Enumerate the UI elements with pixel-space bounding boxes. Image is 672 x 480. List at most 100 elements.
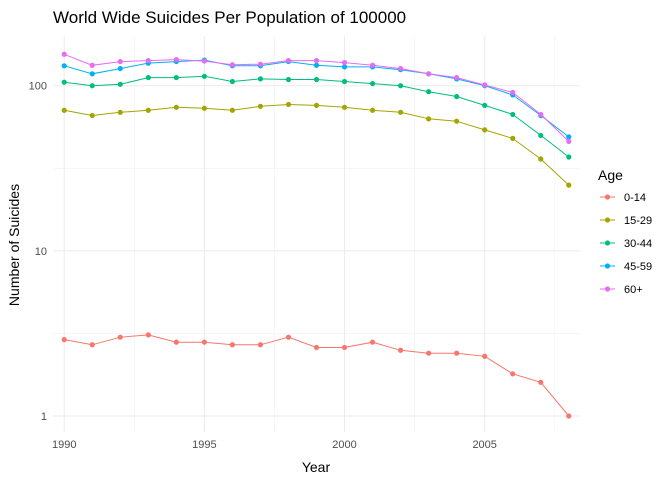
legend-label: 30-44 bbox=[624, 238, 652, 250]
legend-key-point bbox=[604, 263, 611, 269]
data-point bbox=[89, 83, 95, 89]
data-point bbox=[510, 89, 516, 96]
data-point bbox=[566, 413, 572, 419]
legend: Age 0-14 15-29 30-44 45-59 60+ bbox=[598, 167, 652, 296]
x-tick-label: 1990 bbox=[52, 439, 76, 451]
major-gridlines bbox=[53, 36, 580, 432]
legend-item-0-14: 0-14 bbox=[600, 192, 646, 204]
data-point bbox=[397, 65, 404, 72]
data-point bbox=[566, 138, 572, 145]
data-point bbox=[61, 51, 67, 57]
y-tick-label: 10 bbox=[35, 246, 47, 258]
legend-label: 60+ bbox=[624, 284, 643, 296]
data-point bbox=[201, 105, 207, 111]
data-point bbox=[257, 76, 264, 82]
legend-title: Age bbox=[598, 167, 623, 183]
data-point bbox=[454, 118, 460, 124]
legend-item-60+: 60+ bbox=[600, 284, 643, 296]
y-tick-label: 1 bbox=[41, 411, 47, 423]
data-point bbox=[285, 57, 292, 64]
legend-item-30-44: 30-44 bbox=[600, 238, 652, 250]
legend-item-45-59: 45-59 bbox=[600, 261, 652, 273]
data-point bbox=[61, 107, 67, 113]
minor-gridlines bbox=[53, 36, 580, 432]
chart-title: World Wide Suicides Per Population of 10… bbox=[53, 8, 407, 27]
data-point bbox=[173, 74, 179, 81]
legend-label: 15-29 bbox=[624, 215, 652, 227]
data-point bbox=[117, 65, 123, 72]
data-point bbox=[229, 78, 236, 85]
data-point bbox=[229, 107, 236, 113]
data-point bbox=[538, 111, 544, 118]
data-point bbox=[257, 61, 264, 67]
data-point bbox=[117, 109, 123, 115]
data-point bbox=[201, 73, 207, 79]
y-axis-title: Number of Suicides bbox=[6, 184, 22, 306]
data-point bbox=[173, 56, 179, 63]
data-point bbox=[566, 154, 572, 160]
legend-key-point bbox=[604, 217, 611, 223]
series-line bbox=[64, 59, 570, 138]
data-point bbox=[89, 342, 95, 348]
data-point bbox=[397, 83, 404, 89]
data-point bbox=[257, 103, 264, 109]
data-point bbox=[341, 78, 348, 85]
x-tick-label: 1995 bbox=[192, 439, 216, 451]
data-point bbox=[145, 107, 151, 113]
legend-key-point bbox=[604, 194, 611, 200]
x-axis-ticks: 1990 1995 2000 2005 bbox=[52, 439, 497, 451]
data-point bbox=[369, 107, 376, 113]
data-point bbox=[313, 102, 320, 108]
legend-key-point bbox=[604, 240, 611, 246]
data-point bbox=[61, 337, 67, 343]
series-layer bbox=[61, 51, 572, 419]
data-point bbox=[61, 79, 67, 85]
data-point bbox=[426, 71, 432, 77]
data-point bbox=[313, 62, 320, 68]
y-axis-ticks: 1 10 100 bbox=[29, 81, 47, 423]
data-point bbox=[510, 371, 516, 377]
legend-item-15-29: 15-29 bbox=[600, 215, 652, 227]
data-point bbox=[285, 101, 292, 108]
legend-label: 0-14 bbox=[624, 192, 646, 204]
series-0-14 bbox=[61, 332, 572, 419]
data-point bbox=[510, 135, 516, 141]
data-point bbox=[369, 80, 376, 87]
data-point bbox=[313, 57, 320, 64]
data-point bbox=[454, 350, 460, 356]
data-point bbox=[257, 342, 264, 348]
data-point bbox=[482, 102, 488, 108]
data-point bbox=[341, 60, 348, 66]
data-point bbox=[117, 81, 123, 87]
data-point bbox=[538, 132, 544, 139]
data-point bbox=[285, 334, 292, 340]
data-point bbox=[89, 112, 95, 119]
series-line bbox=[64, 103, 570, 186]
data-point bbox=[538, 156, 544, 162]
data-point bbox=[145, 332, 151, 338]
data-point bbox=[510, 111, 516, 118]
data-point bbox=[369, 62, 376, 68]
data-point bbox=[341, 344, 348, 351]
data-point bbox=[341, 104, 348, 110]
data-point bbox=[341, 64, 348, 70]
data-point bbox=[201, 339, 207, 345]
data-point bbox=[89, 62, 95, 68]
data-point bbox=[173, 104, 179, 110]
x-axis-title: Year bbox=[302, 459, 331, 475]
data-point bbox=[229, 342, 236, 348]
series-45-59 bbox=[61, 57, 572, 140]
data-point bbox=[89, 71, 95, 77]
data-point bbox=[397, 347, 404, 353]
data-point bbox=[369, 339, 376, 345]
data-point bbox=[229, 62, 236, 68]
data-point bbox=[482, 353, 488, 359]
data-point bbox=[285, 76, 292, 83]
legend-label: 45-59 bbox=[624, 261, 652, 273]
data-point bbox=[426, 89, 432, 95]
series-30-44 bbox=[61, 73, 572, 160]
legend-key-point bbox=[604, 286, 611, 292]
data-point bbox=[313, 76, 320, 83]
data-point bbox=[482, 127, 488, 133]
